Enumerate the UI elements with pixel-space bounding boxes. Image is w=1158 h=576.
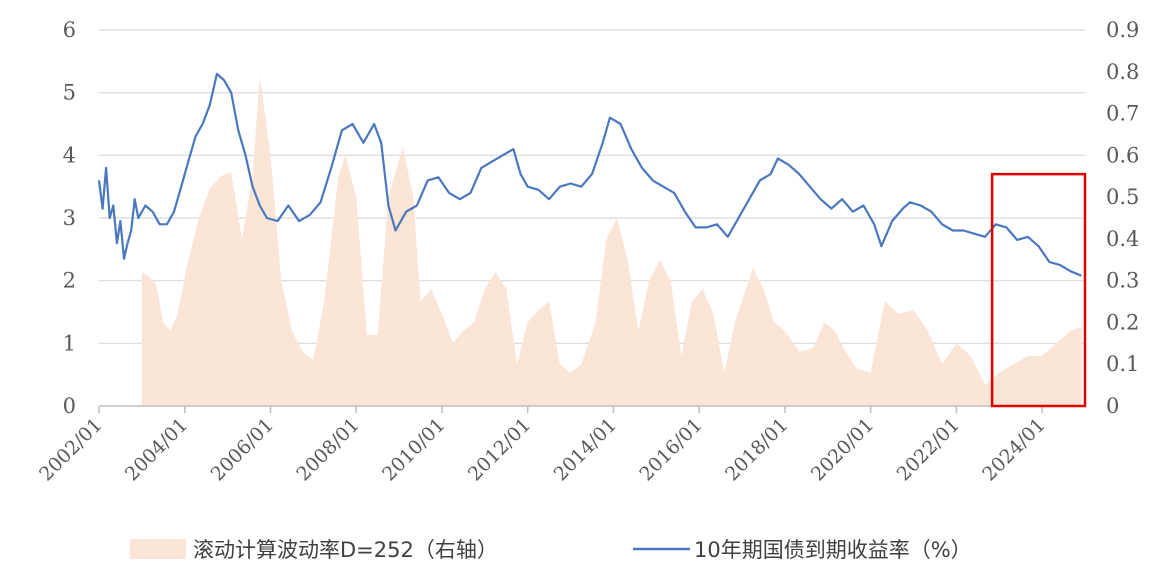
x-tick-label: 2012/01 bbox=[464, 414, 535, 485]
x-tick-label: 2006/01 bbox=[207, 414, 278, 485]
yield-line bbox=[97, 72, 1082, 277]
legend-label-yield: 10年期国债到期收益率（%） bbox=[694, 538, 972, 562]
x-tick-label: 2008/01 bbox=[292, 414, 363, 485]
right-tick-label: 0.8 bbox=[1106, 60, 1139, 84]
x-axis-ticks: 2002/01 2004/01 2006/01 2008/01 2010/01 2012/… bbox=[35, 406, 1050, 485]
left-tick-label: 6 bbox=[63, 18, 76, 42]
x-tick-label: 2022/01 bbox=[893, 414, 964, 485]
right-tick-label: 0.2 bbox=[1106, 310, 1139, 334]
right-tick-label: 0 bbox=[1106, 394, 1119, 418]
left-tick-label: 5 bbox=[63, 81, 76, 105]
yield-line-layer bbox=[97, 72, 1082, 277]
right-tick-label: 0.6 bbox=[1106, 143, 1139, 167]
x-tick-label: 2018/01 bbox=[721, 414, 792, 485]
volatility-area-layer bbox=[141, 76, 1082, 406]
x-tick-label: 2020/01 bbox=[807, 414, 878, 485]
legend: 滚动计算波动率D=252（右轴） 10年期国债到期收益率（%） bbox=[130, 538, 972, 562]
right-tick-label: 0.5 bbox=[1106, 185, 1139, 209]
legend-swatch-volatility bbox=[130, 539, 186, 559]
volatility-area bbox=[141, 76, 1082, 406]
right-tick-label: 0.9 bbox=[1106, 18, 1139, 42]
left-tick-label: 2 bbox=[63, 269, 76, 293]
right-axis-ticks: 0 0.1 0.2 0.3 0.4 0.5 0.6 0.7 0.8 0.9 bbox=[1106, 18, 1139, 418]
x-tick-label: 2014/01 bbox=[550, 414, 621, 485]
left-tick-label: 4 bbox=[63, 143, 76, 167]
right-tick-label: 0.4 bbox=[1106, 227, 1139, 251]
left-axis-ticks: 0 1 2 3 4 5 6 bbox=[63, 18, 76, 418]
highlight-box bbox=[990, 172, 1087, 408]
x-tick-label: 2002/01 bbox=[35, 414, 106, 485]
legend-label-volatility: 滚动计算波动率D=252（右轴） bbox=[193, 538, 498, 562]
left-tick-label: 3 bbox=[63, 206, 76, 230]
right-tick-label: 0.7 bbox=[1106, 102, 1139, 126]
highlight-layer bbox=[990, 172, 1087, 408]
left-tick-label: 1 bbox=[63, 331, 76, 355]
x-tick-label: 2010/01 bbox=[378, 414, 449, 485]
x-tick-label: 2016/01 bbox=[635, 414, 706, 485]
x-tick-label: 2024/01 bbox=[978, 414, 1049, 485]
right-tick-label: 0.1 bbox=[1106, 352, 1139, 376]
left-tick-label: 0 bbox=[63, 394, 76, 418]
x-tick-label: 2004/01 bbox=[121, 414, 192, 485]
right-tick-label: 0.3 bbox=[1106, 269, 1139, 293]
